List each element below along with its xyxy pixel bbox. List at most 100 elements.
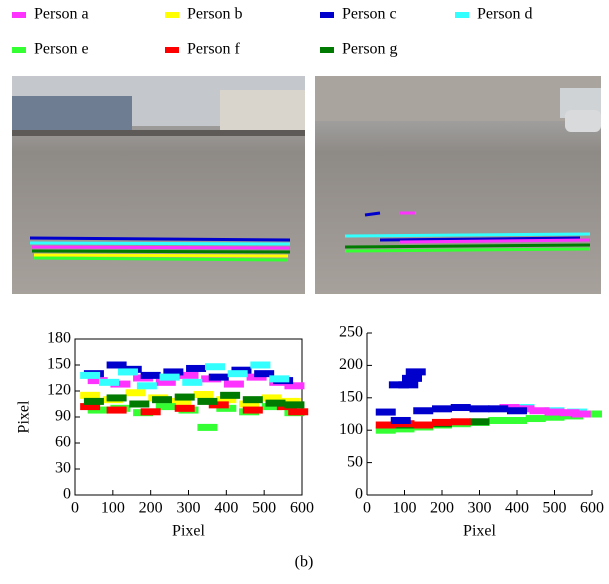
x-tick-label: 0	[71, 500, 79, 517]
y-tick-label: 50	[347, 453, 363, 470]
y-tick-label: 150	[339, 388, 363, 405]
y-tick-label: 90	[55, 408, 71, 425]
point	[284, 401, 304, 408]
point	[451, 418, 471, 425]
x-tick-label: 300	[468, 500, 492, 517]
y-tick-label: 120	[47, 382, 71, 399]
legend-swatch	[320, 12, 334, 18]
legend-swatch	[165, 47, 179, 53]
legend-label: Person e	[34, 41, 89, 58]
point	[220, 392, 240, 399]
point	[406, 368, 426, 375]
legend-label: Person a	[34, 6, 89, 23]
x-tick-label: 600	[290, 500, 314, 517]
y-axis-label: Pixel	[16, 400, 33, 433]
legend-swatch	[320, 47, 334, 53]
y-tick-label: 0	[63, 486, 71, 503]
x-axis-label: Pixel	[463, 523, 496, 540]
x-tick-label: 200	[139, 500, 163, 517]
x-tick-label: 100	[393, 500, 417, 517]
legend-swatch	[455, 12, 469, 18]
caption: (b)	[295, 554, 314, 571]
y-tick-label: 0	[355, 486, 363, 503]
y-tick-label: 180	[47, 330, 71, 347]
x-tick-label: 400	[505, 500, 529, 517]
point	[243, 396, 263, 403]
y-tick-label: 250	[339, 324, 363, 341]
legend-label: Person d	[477, 6, 533, 23]
point	[488, 417, 508, 424]
point	[80, 372, 100, 379]
y-tick-label: 150	[47, 356, 71, 373]
legend-swatch	[165, 12, 179, 18]
legend-swatch	[12, 12, 26, 18]
point	[451, 404, 471, 411]
photo-left	[12, 76, 305, 294]
point	[175, 405, 195, 412]
point	[205, 363, 225, 370]
point	[107, 407, 127, 414]
point	[432, 419, 452, 426]
point	[432, 405, 452, 412]
point	[288, 408, 308, 415]
point	[571, 411, 591, 418]
point	[507, 407, 527, 414]
x-tick-label: 0	[363, 500, 371, 517]
x-tick-label: 500	[543, 500, 567, 517]
x-tick-label: 600	[580, 500, 604, 517]
point	[141, 372, 161, 379]
point	[84, 398, 104, 405]
x-tick-label: 100	[101, 500, 125, 517]
legend-swatch	[12, 47, 26, 53]
point	[99, 379, 119, 386]
y-tick-label: 200	[339, 356, 363, 373]
legend-label: Person b	[187, 6, 243, 23]
point	[470, 418, 490, 425]
point	[209, 374, 229, 381]
point	[107, 394, 127, 401]
point	[182, 379, 202, 386]
point	[250, 362, 270, 369]
point	[470, 405, 490, 412]
point	[413, 407, 433, 414]
point	[118, 368, 138, 375]
point	[197, 398, 217, 405]
x-tick-label: 300	[177, 500, 201, 517]
point	[398, 381, 418, 388]
point	[402, 375, 422, 382]
point	[266, 400, 286, 407]
point	[137, 382, 157, 389]
point	[224, 381, 244, 388]
y-tick-label: 30	[55, 460, 71, 477]
point	[186, 365, 206, 372]
legend-label: Person g	[342, 41, 398, 58]
point	[197, 424, 217, 431]
point	[243, 407, 263, 414]
photo-right	[315, 76, 601, 294]
point	[141, 408, 161, 415]
point	[80, 392, 100, 399]
x-axis-label: Pixel	[172, 523, 205, 540]
legend-label: Person f	[187, 41, 241, 58]
x-tick-label: 200	[430, 500, 454, 517]
point	[126, 389, 146, 396]
point	[228, 370, 248, 377]
point	[160, 374, 180, 381]
point	[488, 405, 508, 412]
point	[376, 409, 396, 416]
point	[129, 401, 149, 408]
x-tick-label: 500	[252, 500, 276, 517]
point	[194, 391, 214, 398]
point	[526, 415, 546, 422]
legend-label: Person c	[342, 6, 397, 23]
y-tick-label: 100	[339, 421, 363, 438]
point	[413, 422, 433, 429]
x-tick-label: 400	[214, 500, 238, 517]
point	[152, 396, 172, 403]
point	[391, 417, 411, 424]
y-tick-label: 60	[55, 434, 71, 451]
point	[269, 375, 289, 382]
point	[175, 394, 195, 401]
figure: (b) Person a Person b Person c Person d Pers…	[0, 0, 609, 579]
point	[507, 417, 527, 424]
